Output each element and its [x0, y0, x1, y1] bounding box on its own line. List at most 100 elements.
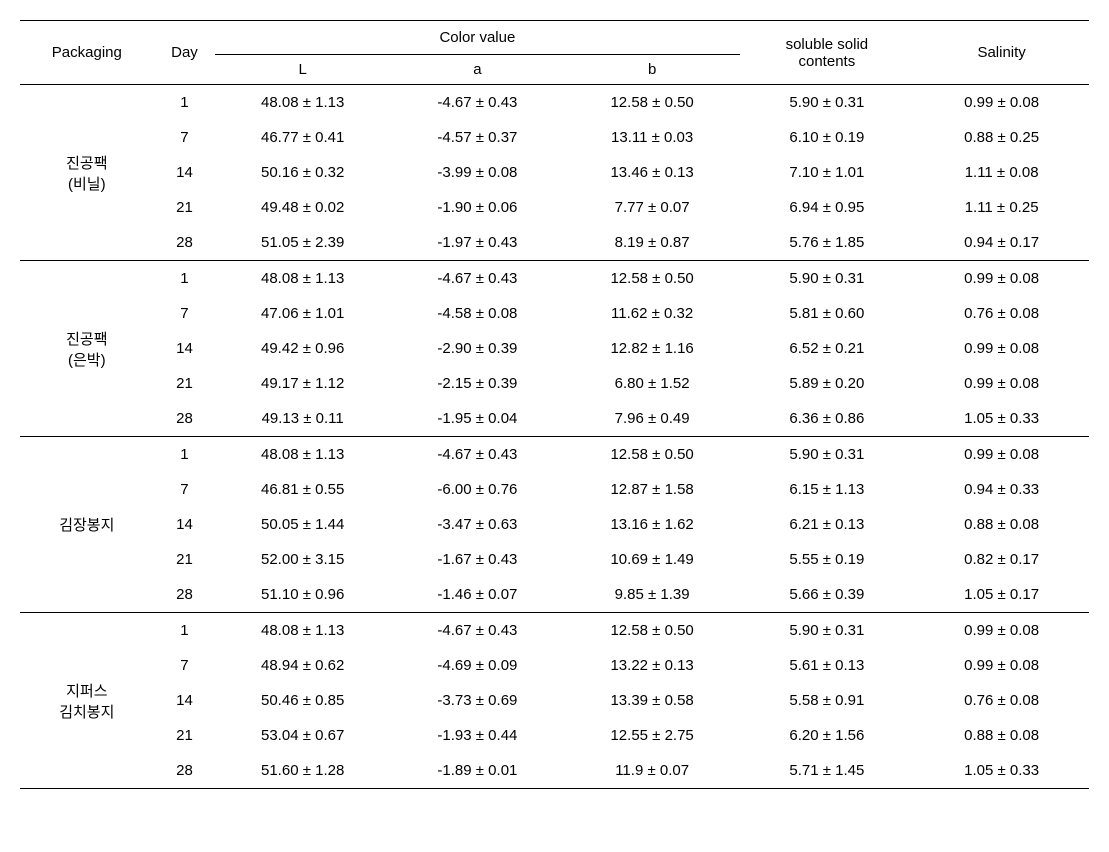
- cell-ssc: 5.71 ± 1.45: [740, 753, 915, 789]
- cell-b: 12.58 ± 0.50: [565, 437, 740, 473]
- table-row: 1450.05 ± 1.44-3.47 ± 0.6313.16 ± 1.626.…: [20, 507, 1089, 542]
- cell-a: -1.93 ± 0.44: [390, 718, 565, 753]
- cell-b: 12.87 ± 1.58: [565, 472, 740, 507]
- cell-day: 28: [154, 225, 216, 261]
- table-row: 2849.13 ± 0.11-1.95 ± 0.047.96 ± 0.496.3…: [20, 401, 1089, 437]
- cell-day: 28: [154, 401, 216, 437]
- cell-a: -1.97 ± 0.43: [390, 225, 565, 261]
- cell-L: 49.13 ± 0.11: [215, 401, 390, 437]
- table-row: 2149.48 ± 0.02-1.90 ± 0.067.77 ± 0.076.9…: [20, 190, 1089, 225]
- cell-day: 28: [154, 753, 216, 789]
- cell-sal: 0.88 ± 0.08: [914, 718, 1089, 753]
- cell-ssc: 5.81 ± 0.60: [740, 296, 915, 331]
- cell-b: 11.9 ± 0.07: [565, 753, 740, 789]
- cell-a: -4.58 ± 0.08: [390, 296, 565, 331]
- packaging-label: 진공팩 (비닐): [20, 85, 154, 261]
- cell-b: 12.82 ± 1.16: [565, 331, 740, 366]
- cell-a: -3.47 ± 0.63: [390, 507, 565, 542]
- header-soluble-line1: soluble solid: [786, 36, 869, 53]
- cell-L: 48.08 ± 1.13: [215, 85, 390, 121]
- cell-day: 21: [154, 718, 216, 753]
- header-packaging: Packaging: [20, 21, 154, 85]
- cell-sal: 1.05 ± 0.33: [914, 401, 1089, 437]
- cell-sal: 0.99 ± 0.08: [914, 648, 1089, 683]
- cell-a: -1.89 ± 0.01: [390, 753, 565, 789]
- cell-a: -1.90 ± 0.06: [390, 190, 565, 225]
- cell-day: 7: [154, 648, 216, 683]
- cell-day: 1: [154, 613, 216, 649]
- cell-a: -4.57 ± 0.37: [390, 120, 565, 155]
- cell-L: 50.16 ± 0.32: [215, 155, 390, 190]
- cell-L: 48.08 ± 1.13: [215, 613, 390, 649]
- table-row: 1450.16 ± 0.32-3.99 ± 0.0813.46 ± 0.137.…: [20, 155, 1089, 190]
- cell-b: 12.58 ± 0.50: [565, 261, 740, 297]
- cell-L: 49.42 ± 0.96: [215, 331, 390, 366]
- cell-ssc: 5.90 ± 0.31: [740, 261, 915, 297]
- cell-a: -1.95 ± 0.04: [390, 401, 565, 437]
- packaging-line2: (은박): [68, 352, 106, 369]
- cell-b: 8.19 ± 0.87: [565, 225, 740, 261]
- packaging-line1: 진공팩: [66, 155, 107, 172]
- cell-b: 13.16 ± 1.62: [565, 507, 740, 542]
- header-b: b: [565, 55, 740, 85]
- cell-a: -2.90 ± 0.39: [390, 331, 565, 366]
- table-row: 747.06 ± 1.01-4.58 ± 0.0811.62 ± 0.325.8…: [20, 296, 1089, 331]
- header-salinity: Salinity: [914, 21, 1089, 85]
- cell-a: -3.73 ± 0.69: [390, 683, 565, 718]
- cell-a: -3.99 ± 0.08: [390, 155, 565, 190]
- cell-ssc: 5.61 ± 0.13: [740, 648, 915, 683]
- table-row: 2153.04 ± 0.67-1.93 ± 0.4412.55 ± 2.756.…: [20, 718, 1089, 753]
- table-row: 1449.42 ± 0.96-2.90 ± 0.3912.82 ± 1.166.…: [20, 331, 1089, 366]
- cell-L: 50.05 ± 1.44: [215, 507, 390, 542]
- cell-sal: 0.76 ± 0.08: [914, 683, 1089, 718]
- cell-ssc: 7.10 ± 1.01: [740, 155, 915, 190]
- header-day: Day: [154, 21, 216, 85]
- cell-b: 13.46 ± 0.13: [565, 155, 740, 190]
- header-soluble-line2: contents: [799, 53, 856, 70]
- cell-b: 6.80 ± 1.52: [565, 366, 740, 401]
- packaging-label: 지퍼스김치봉지: [20, 613, 154, 789]
- cell-sal: 0.82 ± 0.17: [914, 542, 1089, 577]
- cell-sal: 0.99 ± 0.08: [914, 366, 1089, 401]
- cell-L: 51.05 ± 2.39: [215, 225, 390, 261]
- cell-sal: 0.76 ± 0.08: [914, 296, 1089, 331]
- cell-sal: 0.99 ± 0.08: [914, 331, 1089, 366]
- cell-b: 13.11 ± 0.03: [565, 120, 740, 155]
- cell-b: 7.96 ± 0.49: [565, 401, 740, 437]
- cell-sal: 0.99 ± 0.08: [914, 437, 1089, 473]
- cell-ssc: 6.21 ± 0.13: [740, 507, 915, 542]
- cell-b: 7.77 ± 0.07: [565, 190, 740, 225]
- cell-a: -1.46 ± 0.07: [390, 577, 565, 613]
- cell-a: -6.00 ± 0.76: [390, 472, 565, 507]
- cell-ssc: 5.76 ± 1.85: [740, 225, 915, 261]
- cell-b: 12.55 ± 2.75: [565, 718, 740, 753]
- cell-L: 53.04 ± 0.67: [215, 718, 390, 753]
- cell-day: 1: [154, 85, 216, 121]
- table-row: 진공팩(은박)148.08 ± 1.13-4.67 ± 0.4312.58 ± …: [20, 261, 1089, 297]
- table-row: 2851.05 ± 2.39-1.97 ± 0.438.19 ± 0.875.7…: [20, 225, 1089, 261]
- cell-day: 7: [154, 296, 216, 331]
- cell-ssc: 5.58 ± 0.91: [740, 683, 915, 718]
- cell-L: 49.48 ± 0.02: [215, 190, 390, 225]
- cell-sal: 0.99 ± 0.08: [914, 85, 1089, 121]
- cell-ssc: 6.52 ± 0.21: [740, 331, 915, 366]
- cell-sal: 0.99 ± 0.08: [914, 261, 1089, 297]
- cell-ssc: 6.20 ± 1.56: [740, 718, 915, 753]
- cell-L: 46.81 ± 0.55: [215, 472, 390, 507]
- cell-sal: 1.11 ± 0.25: [914, 190, 1089, 225]
- table-row: 748.94 ± 0.62-4.69 ± 0.0913.22 ± 0.135.6…: [20, 648, 1089, 683]
- cell-day: 14: [154, 155, 216, 190]
- cell-ssc: 6.36 ± 0.86: [740, 401, 915, 437]
- packaging-label: 진공팩(은박): [20, 261, 154, 437]
- table-row: 지퍼스김치봉지148.08 ± 1.13-4.67 ± 0.4312.58 ± …: [20, 613, 1089, 649]
- cell-L: 51.10 ± 0.96: [215, 577, 390, 613]
- packaging-line2: (비닐): [68, 176, 106, 193]
- table-row: 2851.10 ± 0.96-1.46 ± 0.079.85 ± 1.395.6…: [20, 577, 1089, 613]
- cell-L: 52.00 ± 3.15: [215, 542, 390, 577]
- cell-L: 47.06 ± 1.01: [215, 296, 390, 331]
- cell-a: -4.67 ± 0.43: [390, 85, 565, 121]
- cell-sal: 0.94 ± 0.33: [914, 472, 1089, 507]
- cell-sal: 0.94 ± 0.17: [914, 225, 1089, 261]
- table-row: 1450.46 ± 0.85-3.73 ± 0.6913.39 ± 0.585.…: [20, 683, 1089, 718]
- cell-a: -4.69 ± 0.09: [390, 648, 565, 683]
